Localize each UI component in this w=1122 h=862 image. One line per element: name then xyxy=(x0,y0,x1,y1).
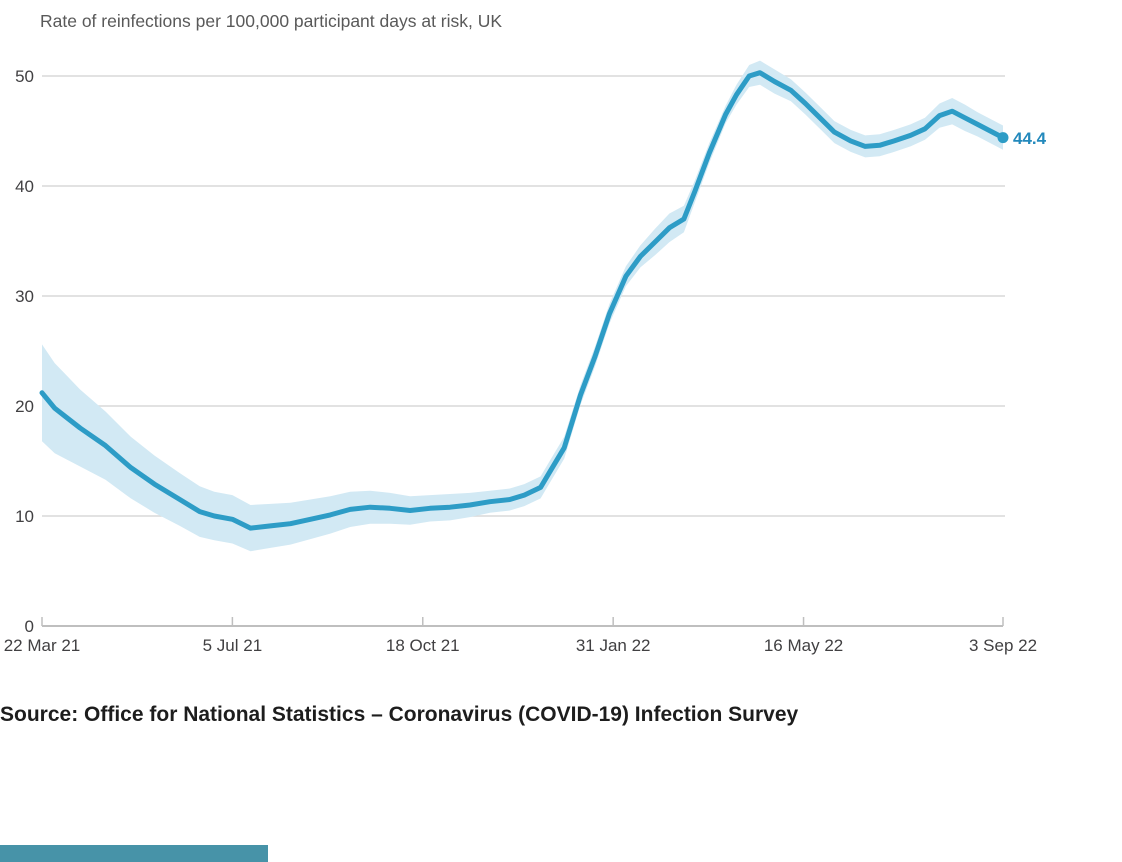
reinfection-rate-chart: 0 10 20 30 40 50 22 Mar 21 5 Jul 21 18 Oct 21 31 … xyxy=(4,60,1037,655)
bottom-accent-bar[interactable] xyxy=(0,845,268,862)
x-axis-tick-label: 22 Mar 21 xyxy=(4,636,81,655)
y-axis-tick-label: 50 xyxy=(15,67,34,86)
x-axis-tick-label: 3 Sep 22 xyxy=(969,636,1037,655)
x-axis-tick-label: 16 May 22 xyxy=(764,636,843,655)
x-axis-tick-label: 5 Jul 21 xyxy=(203,636,263,655)
x-axis-tick-label: 18 Oct 21 xyxy=(386,636,460,655)
latest-value-label: 44.4 xyxy=(1013,129,1047,148)
confidence-band xyxy=(42,60,1003,552)
end-point-marker xyxy=(997,132,1009,144)
y-axis-tick-label: 10 xyxy=(15,507,34,526)
y-axis-tick-label: 20 xyxy=(15,397,34,416)
chart-title: Rate of reinfections per 100,000 partici… xyxy=(40,11,503,31)
y-axis-tick-label: 0 xyxy=(25,617,34,636)
x-axis-tick-label: 31 Jan 22 xyxy=(576,636,651,655)
rate-line xyxy=(39,70,1006,531)
y-axis-tick-label: 40 xyxy=(15,177,34,196)
y-axis-tick-label: 30 xyxy=(15,287,34,306)
source-attribution: Source: Office for National Statistics –… xyxy=(0,703,799,726)
